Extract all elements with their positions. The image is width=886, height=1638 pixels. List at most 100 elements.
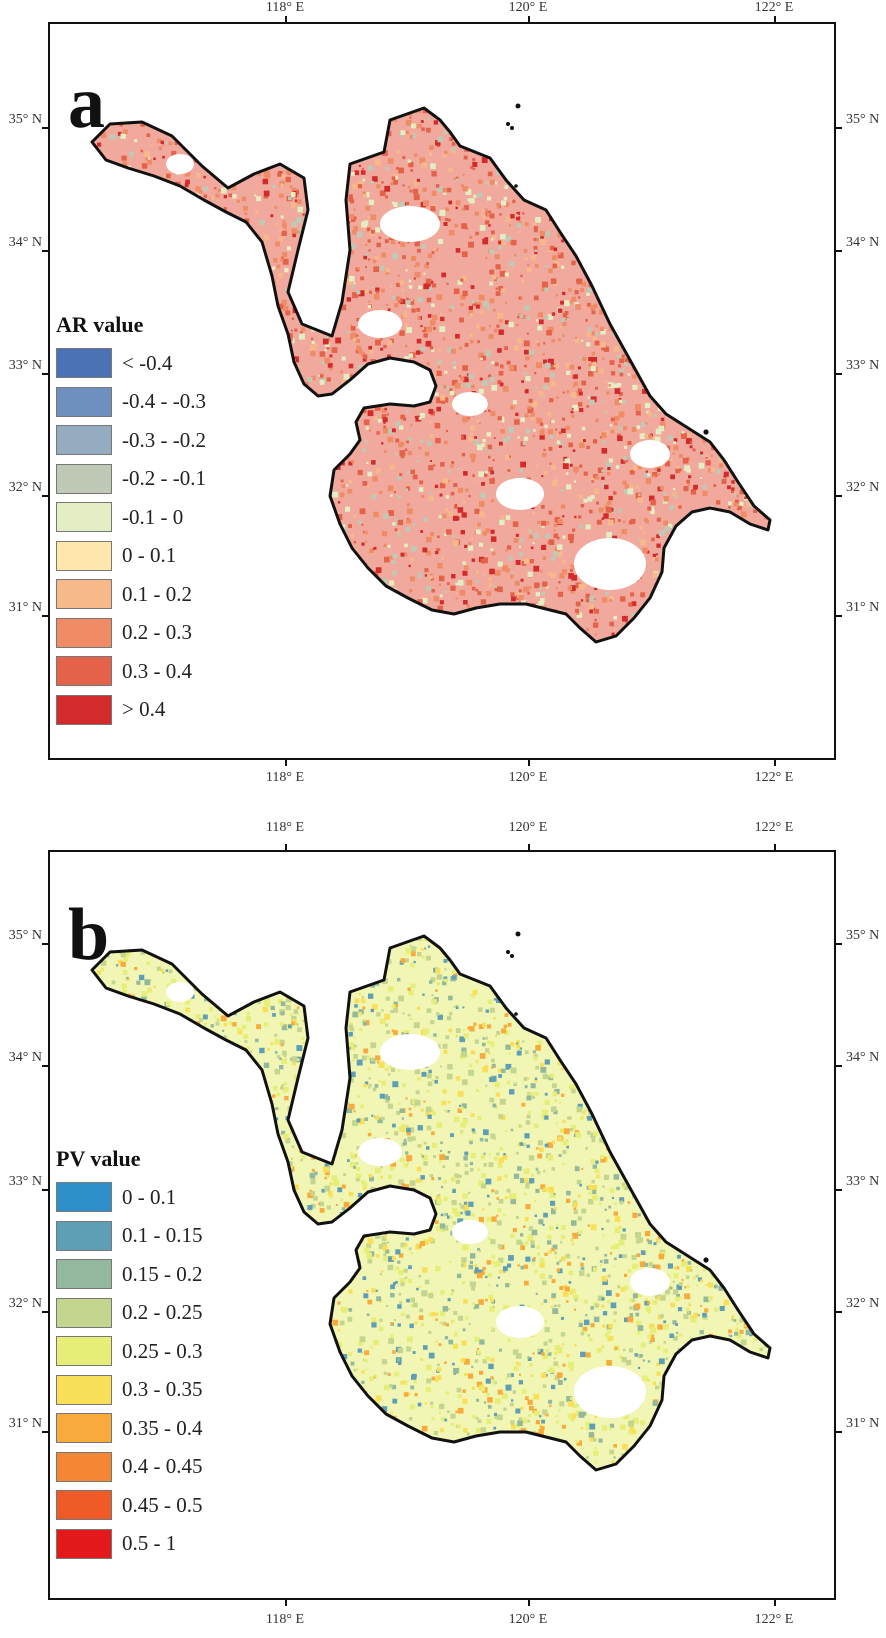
y-tick-label: 34° N: [8, 1050, 42, 1065]
legend-label: 0.2 - 0.3: [122, 620, 192, 645]
legend-swatch: [56, 1490, 112, 1521]
legend-swatch: [56, 540, 112, 571]
legend-item: -0.2 - -0.1: [56, 460, 206, 499]
tick-mark: [42, 1065, 48, 1067]
x-tick-label: 122° E: [754, 0, 794, 15]
legend-item: 0.15 - 0.2: [56, 1255, 203, 1294]
legend-swatch: [56, 502, 112, 533]
y-tick-label: 31° N: [846, 600, 880, 615]
legend-item: 0 - 0.1: [56, 537, 206, 576]
legend-swatch: [56, 348, 112, 379]
y-tick-label: 35° N: [8, 928, 42, 943]
legend-item: 0.25 - 0.3: [56, 1332, 203, 1371]
legend-label: -0.1 - 0: [122, 504, 184, 529]
island-marker: [506, 950, 510, 954]
tick-mark: [42, 373, 48, 375]
y-tick-label: 31° N: [8, 600, 42, 615]
x-tick-label: 118° E: [265, 0, 305, 15]
tick-mark: [528, 16, 530, 22]
island-marker: [510, 126, 514, 130]
tick-mark: [836, 1431, 842, 1433]
legend-swatch: [56, 425, 112, 456]
panel-a: a AR value < -0.4 -0.4 - -0.3 -0.3 - -0.2 -…: [0, 0, 886, 818]
legend-label: < -0.4: [122, 350, 173, 375]
x-tick-label: 120° E: [508, 1612, 548, 1627]
legend-swatch: [56, 617, 112, 648]
legend-swatch: [56, 1451, 112, 1482]
map-frame: b PV value 0 - 0.1 0.1 - 0.15 0.15 - 0.2 0.…: [48, 850, 836, 1600]
legend-label: 0.25 - 0.3: [122, 1338, 203, 1363]
legend: PV value 0 - 0.1 0.1 - 0.15 0.15 - 0.2 0.2 …: [56, 1146, 203, 1563]
island-marker: [515, 931, 521, 937]
legend-label: 0.1 - 0.2: [122, 581, 192, 606]
panel-letter: b: [68, 894, 110, 976]
tick-mark: [285, 16, 287, 22]
tick-mark: [42, 250, 48, 252]
island-marker: [510, 954, 514, 958]
tick-mark: [42, 1189, 48, 1191]
y-tick-label: 32° N: [846, 480, 880, 495]
tick-mark: [836, 615, 842, 617]
island-marker: [506, 122, 510, 126]
tick-mark: [836, 1189, 842, 1191]
tick-mark: [774, 16, 776, 22]
y-tick-label: 35° N: [846, 112, 880, 127]
legend-item: 0.3 - 0.35: [56, 1371, 203, 1410]
legend-item: 0.2 - 0.3: [56, 614, 206, 653]
tick-mark: [836, 1065, 842, 1067]
legend-swatch: [56, 386, 112, 417]
x-tick-label: 118° E: [265, 820, 305, 835]
tick-mark: [774, 1600, 776, 1606]
y-tick-label: 31° N: [846, 1416, 880, 1431]
legend-item: 0.5 - 1: [56, 1525, 203, 1564]
y-tick-label: 32° N: [8, 1296, 42, 1311]
legend-item: < -0.4: [56, 344, 206, 383]
tick-mark: [836, 127, 842, 129]
legend-swatch: [56, 579, 112, 610]
legend-swatch: [56, 1413, 112, 1444]
tick-mark: [285, 760, 287, 766]
tick-mark: [774, 844, 776, 850]
tick-mark: [285, 844, 287, 850]
legend-label: -0.4 - -0.3: [122, 389, 206, 414]
y-tick-label: 33° N: [846, 358, 880, 373]
legend-item: 0.35 - 0.4: [56, 1409, 203, 1448]
x-tick-label: 120° E: [508, 0, 548, 15]
legend-swatch: [56, 1374, 112, 1405]
legend-swatch: [56, 1182, 112, 1213]
y-tick-label: 32° N: [846, 1296, 880, 1311]
tick-mark: [836, 943, 842, 945]
legend-label: 0.4 - 0.45: [122, 1454, 203, 1479]
province-boundary: [90, 106, 772, 644]
legend-item: 0.1 - 0.2: [56, 575, 206, 614]
x-tick-label: 122° E: [754, 820, 794, 835]
island-marker: [514, 184, 518, 188]
legend-item: 0.1 - 0.15: [56, 1217, 203, 1256]
legend-label: 0.2 - 0.25: [122, 1300, 203, 1325]
map-frame: a AR value < -0.4 -0.4 - -0.3 -0.3 - -0.2 -…: [48, 22, 836, 760]
tick-mark: [285, 1600, 287, 1606]
y-tick-label: 33° N: [846, 1174, 880, 1189]
x-tick-label: 122° E: [754, 770, 794, 785]
tick-mark: [42, 1431, 48, 1433]
legend-item: 0 - 0.1: [56, 1178, 203, 1217]
island-marker: [703, 429, 709, 435]
legend-swatch: [56, 1259, 112, 1290]
legend-item: 0.2 - 0.25: [56, 1294, 203, 1333]
legend-item: 0.45 - 0.5: [56, 1486, 203, 1525]
legend-swatch: [56, 463, 112, 494]
legend-title: PV value: [56, 1146, 141, 1171]
island-marker: [703, 1257, 709, 1263]
legend-label: 0.3 - 0.35: [122, 1377, 203, 1402]
y-tick-label: 32° N: [8, 480, 42, 495]
tick-mark: [836, 1311, 842, 1313]
tick-mark: [42, 495, 48, 497]
legend-label: -0.3 - -0.2: [122, 427, 206, 452]
y-tick-label: 34° N: [846, 1050, 880, 1065]
tick-mark: [774, 760, 776, 766]
tick-mark: [528, 844, 530, 850]
x-tick-label: 120° E: [508, 820, 548, 835]
legend-label: 0 - 0.1: [122, 1184, 177, 1209]
legend-item: -0.4 - -0.3: [56, 383, 206, 422]
tick-mark: [42, 943, 48, 945]
